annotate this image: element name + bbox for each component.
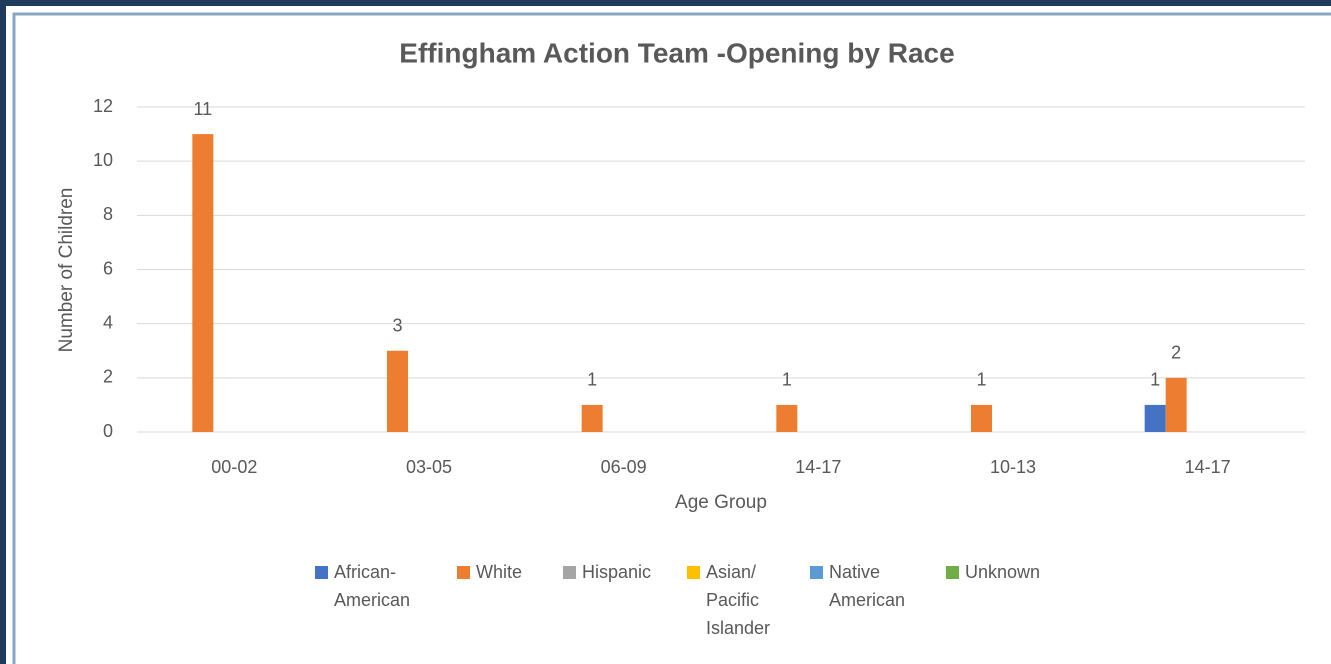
x-tick-label: 10-13 (990, 457, 1036, 477)
chart-title: Effingham Action Team -Opening by Race (399, 37, 954, 68)
data-label: 11 (193, 99, 212, 119)
legend-swatch (946, 566, 959, 579)
legend-label: Hispanic (582, 562, 651, 582)
y-tick-label: 4 (103, 312, 113, 332)
x-tick-label: 14-17 (795, 457, 841, 477)
bar (581, 404, 603, 432)
legend-item: Native American (810, 562, 905, 610)
y-tick-label: 2 (103, 367, 113, 387)
y-tick-label: 12 (93, 96, 113, 116)
bar (971, 404, 992, 432)
bar (387, 350, 408, 432)
x-tick-label: 06-09 (601, 457, 647, 477)
data-label: 1 (1150, 370, 1160, 390)
legend-swatch (687, 566, 700, 579)
legend-item: White (457, 562, 522, 582)
legend-swatch (563, 566, 576, 579)
data-label: 1 (782, 370, 792, 390)
legend-label: African-American (334, 562, 410, 610)
y-tick-label: 10 (93, 150, 113, 170)
legend-label: White (476, 562, 522, 582)
legend-swatch (315, 566, 328, 579)
y-tick-label: 6 (103, 258, 113, 278)
bar (1144, 404, 1166, 432)
legend-item: Unknown (946, 562, 1040, 582)
data-label: 2 (1171, 343, 1181, 363)
data-label: 3 (392, 316, 402, 336)
frame-inner (12, 12, 1331, 664)
legend-item: Hispanic (563, 562, 651, 582)
x-axis-label: Age Group (675, 492, 767, 513)
data-label: 1 (976, 370, 986, 390)
x-tick-label: 14-17 (1185, 457, 1231, 477)
legend-label: Native American (829, 562, 905, 610)
bar (1165, 377, 1187, 432)
data-label: 1 (587, 370, 597, 390)
legend-label: Asian/Pacific Islander (706, 562, 770, 638)
x-tick-label: 00-02 (211, 457, 257, 477)
bar (776, 404, 798, 432)
y-tick-label: 8 (103, 204, 113, 224)
legend-item: African-American (315, 562, 410, 610)
legend-item: Asian/Pacific Islander (687, 562, 770, 638)
x-tick-label: 03-05 (406, 457, 452, 477)
legend-swatch (457, 566, 470, 579)
y-axis-label: Number of Children (56, 188, 77, 353)
bar (192, 134, 214, 433)
legend-swatch (810, 566, 823, 579)
legend-label: Unknown (965, 562, 1040, 582)
y-tick-label: 0 (103, 421, 113, 441)
